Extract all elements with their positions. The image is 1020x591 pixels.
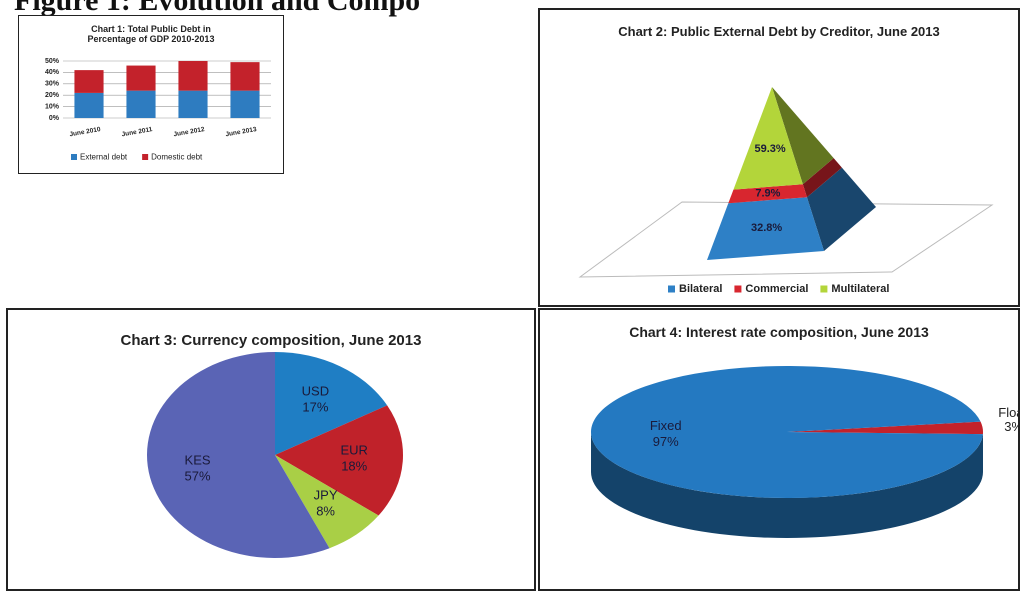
y-tick-label: 50% — [45, 58, 60, 65]
x-tick-label: June 2012 — [173, 126, 206, 138]
slice-label: JPY — [314, 488, 338, 503]
bar-segment — [230, 62, 260, 91]
data-label: 8% — [316, 504, 335, 519]
chart-2: Chart 2: Public External Debt by Credito… — [538, 8, 1020, 307]
pyramid-segment — [728, 184, 807, 204]
pie-slice — [275, 405, 403, 516]
legend-label: Commercial — [745, 283, 808, 295]
pyramid-side — [806, 167, 876, 251]
chart-4: Chart 4: Interest rate composition, June… — [538, 308, 1020, 591]
legend-swatch — [668, 285, 675, 293]
y-tick-label: 20% — [45, 92, 60, 99]
data-label: 32.8% — [751, 222, 782, 234]
pie-slice — [590, 366, 983, 498]
legend-swatch — [142, 154, 149, 160]
pyramid-side — [802, 158, 842, 198]
x-tick-label: June 2010 — [69, 126, 102, 138]
chart-1: Chart 1: Total Public Debt in Percentage… — [18, 15, 284, 174]
chart-title: Chart 3: Currency composition, June 2013 — [120, 332, 422, 349]
legend-swatch — [820, 285, 828, 293]
pyramid-segment — [707, 197, 824, 260]
chart-svg: 0% 10% 20% 30% 40% 50% June 2010 June 2011 June … — [45, 58, 271, 162]
chart-svg: 32.8% 7.9% 59.3% Bilateral Commercial Multila… — [578, 87, 994, 295]
y-tick-label: 0% — [49, 115, 60, 122]
bar-segment — [74, 92, 104, 118]
data-label: 7.9% — [755, 187, 780, 199]
bar-segment — [126, 90, 156, 118]
pie-slice — [275, 455, 379, 549]
bar-segment — [230, 90, 260, 118]
slice-label: Floating — [998, 405, 1020, 420]
bar-segment — [178, 61, 208, 91]
slice-label: USD — [302, 383, 329, 398]
data-label: 17% — [302, 399, 328, 414]
chart-title: Chart 1: Total Public Debt in Percentage… — [87, 24, 215, 44]
slice-label: EUR — [340, 442, 367, 457]
data-label: 59.3% — [754, 143, 785, 155]
slice-label: KES — [185, 452, 211, 467]
pyramid-side — [772, 87, 834, 185]
legend-label: Multilateral — [831, 283, 889, 295]
pie-side — [591, 432, 983, 538]
data-label: 97% — [653, 434, 679, 449]
chart-title: Chart 4: Interest rate composition, June… — [629, 324, 929, 340]
chart-title: Chart 2: Public External Debt by Credito… — [618, 24, 940, 39]
legend-label: External debt — [80, 153, 128, 162]
y-tick-label: 40% — [45, 69, 60, 76]
y-tick-label: 10% — [45, 103, 60, 110]
legend-swatch — [734, 285, 742, 293]
pie-slice — [787, 421, 983, 435]
data-label: 18% — [341, 458, 367, 473]
y-tick-label: 30% — [45, 81, 60, 88]
x-tick-label: June 2013 — [225, 126, 258, 138]
floor-plane — [578, 201, 994, 278]
pyramid-segment — [733, 87, 803, 190]
x-tick-label: June 2011 — [121, 126, 153, 138]
chart-3: Chart 3: Currency composition, June 2013… — [6, 308, 536, 591]
legend-label: Bilateral — [679, 283, 722, 295]
pie-slice — [147, 352, 330, 558]
data-label: 3% — [1004, 419, 1020, 434]
bar-segment — [126, 65, 156, 91]
data-label: 57% — [185, 468, 211, 483]
legend-swatch — [71, 154, 77, 160]
slice-label: Fixed — [650, 418, 682, 433]
page-heading: Figure 1: Evolution and Compo — [14, 0, 421, 17]
legend-label: Domestic debt — [151, 153, 203, 162]
bar-segment — [74, 70, 104, 93]
pie-slice — [275, 352, 388, 455]
bar-segment — [178, 90, 208, 118]
